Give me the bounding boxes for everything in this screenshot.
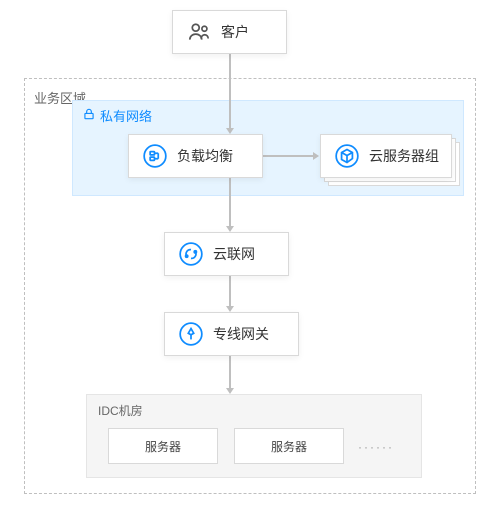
server-box: 服务器	[234, 428, 344, 464]
edge	[263, 155, 313, 157]
lock-icon	[82, 107, 96, 124]
dc-gateway-node: 专线网关	[164, 312, 299, 356]
edge	[229, 356, 231, 388]
server-label: 服务器	[145, 438, 181, 455]
customer-icon	[185, 18, 213, 46]
arrow-head	[313, 152, 319, 160]
server-box: 服务器	[108, 428, 218, 464]
server-ellipsis: ······	[358, 440, 394, 454]
gateway-icon	[177, 320, 205, 348]
loadbalance-icon	[141, 142, 169, 170]
cvm-group-node: 云服务器组	[320, 134, 452, 178]
server-label: 服务器	[271, 438, 307, 455]
vpc-label: 私有网络	[82, 106, 152, 125]
customer-label: 客户	[221, 22, 249, 42]
ccn-node: 云联网	[164, 232, 289, 276]
edge	[229, 54, 231, 128]
clb-label: 负载均衡	[177, 146, 233, 166]
idc-label: IDC机房	[98, 402, 143, 419]
dc-gateway-label: 专线网关	[213, 324, 269, 344]
cvm-group-label: 云服务器组	[369, 146, 439, 166]
ccn-label: 云联网	[213, 244, 255, 264]
ccn-icon	[177, 240, 205, 268]
vpc-label-text: 私有网络	[100, 106, 152, 125]
customer-node: 客户	[172, 10, 287, 54]
clb-node: 负载均衡	[128, 134, 263, 178]
cube-icon	[333, 142, 361, 170]
edge	[229, 178, 231, 226]
edge	[229, 276, 231, 306]
